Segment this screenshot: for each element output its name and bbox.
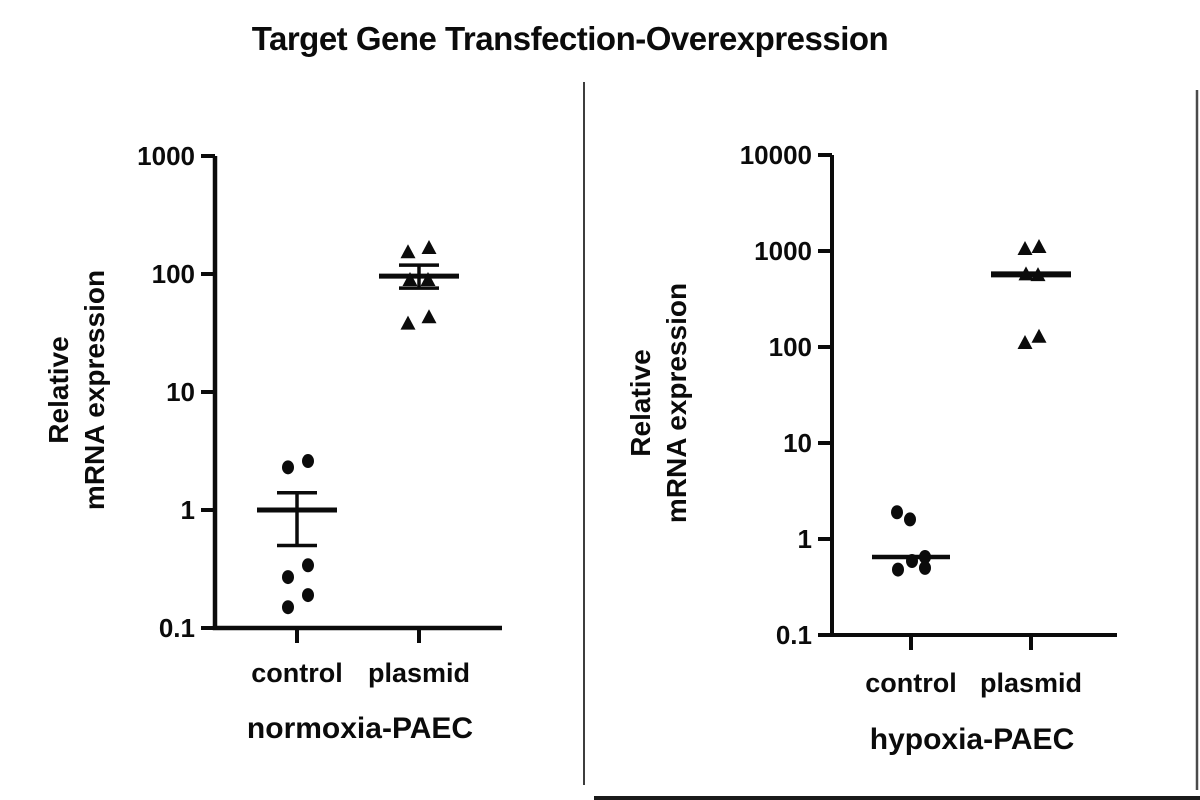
- data-point-triangle: [421, 240, 437, 255]
- data-point-triangle: [1030, 267, 1046, 282]
- data-point-triangle: [1018, 266, 1034, 281]
- data-point-triangle: [1017, 240, 1033, 255]
- y-tick-label: 100: [152, 259, 195, 289]
- data-point-circle: [906, 553, 918, 568]
- y-tick-label: 100: [769, 332, 812, 362]
- figure-title: Target Gene Transfection-Overexpression: [251, 20, 889, 57]
- y-tick-label: 10: [783, 428, 812, 458]
- data-point-triangle: [402, 271, 418, 286]
- y-tick-label: 10000: [740, 140, 812, 170]
- data-point-triangle: [420, 271, 436, 286]
- series-control: [257, 454, 337, 615]
- data-point-triangle: [400, 315, 416, 330]
- panel-hypoxia: 0.1 1 10 100 1000 10000 control plasmid hypoxia-…: [625, 140, 1117, 756]
- panel-normoxia: 0.1 1 10 100 1000 control plasmid normoxia-PAEC…: [43, 141, 502, 745]
- data-point-triangle: [400, 244, 416, 259]
- data-point-circle: [282, 600, 294, 615]
- y-tick-label: 1000: [137, 141, 195, 171]
- data-point-circle: [904, 512, 916, 527]
- data-point-triangle: [1031, 328, 1047, 343]
- x-category-label: plasmid: [368, 658, 470, 688]
- data-point-circle: [302, 588, 314, 603]
- y-axis-label-line2: mRNA expression: [79, 270, 110, 510]
- x-category-label: control: [865, 668, 957, 698]
- y-axis-label-line1: Relative: [625, 349, 656, 456]
- series-control: [872, 505, 950, 577]
- data-point-circle: [282, 460, 294, 475]
- panel-title: normoxia-PAEC: [247, 712, 473, 745]
- series-plasmid: [379, 240, 459, 330]
- data-point-circle: [282, 570, 294, 585]
- y-tick-label: 0.1: [159, 613, 195, 643]
- data-point-triangle: [421, 309, 437, 324]
- data-point-triangle: [1031, 239, 1047, 254]
- data-point-circle: [302, 558, 314, 573]
- data-point-circle: [919, 560, 931, 575]
- series-plasmid: [991, 239, 1071, 350]
- data-point-circle: [891, 505, 903, 520]
- data-point-triangle: [1017, 335, 1033, 350]
- x-category-label: plasmid: [980, 668, 1082, 698]
- y-tick-label: 1000: [754, 236, 812, 266]
- y-tick-label: 1: [181, 495, 195, 525]
- data-point-circle: [892, 562, 904, 577]
- data-point-circle: [302, 454, 314, 469]
- y-axis-label-line2: mRNA expression: [661, 283, 692, 523]
- x-category-label: control: [251, 658, 343, 688]
- bottom-edge-line: [594, 796, 1200, 800]
- y-axis-label-line1: Relative: [43, 336, 74, 443]
- y-tick-label: 0.1: [776, 620, 812, 650]
- y-tick-label: 1: [798, 524, 812, 554]
- panel-title: hypoxia-PAEC: [870, 723, 1074, 756]
- data-point-circle: [919, 549, 931, 564]
- y-tick-label: 10: [166, 377, 195, 407]
